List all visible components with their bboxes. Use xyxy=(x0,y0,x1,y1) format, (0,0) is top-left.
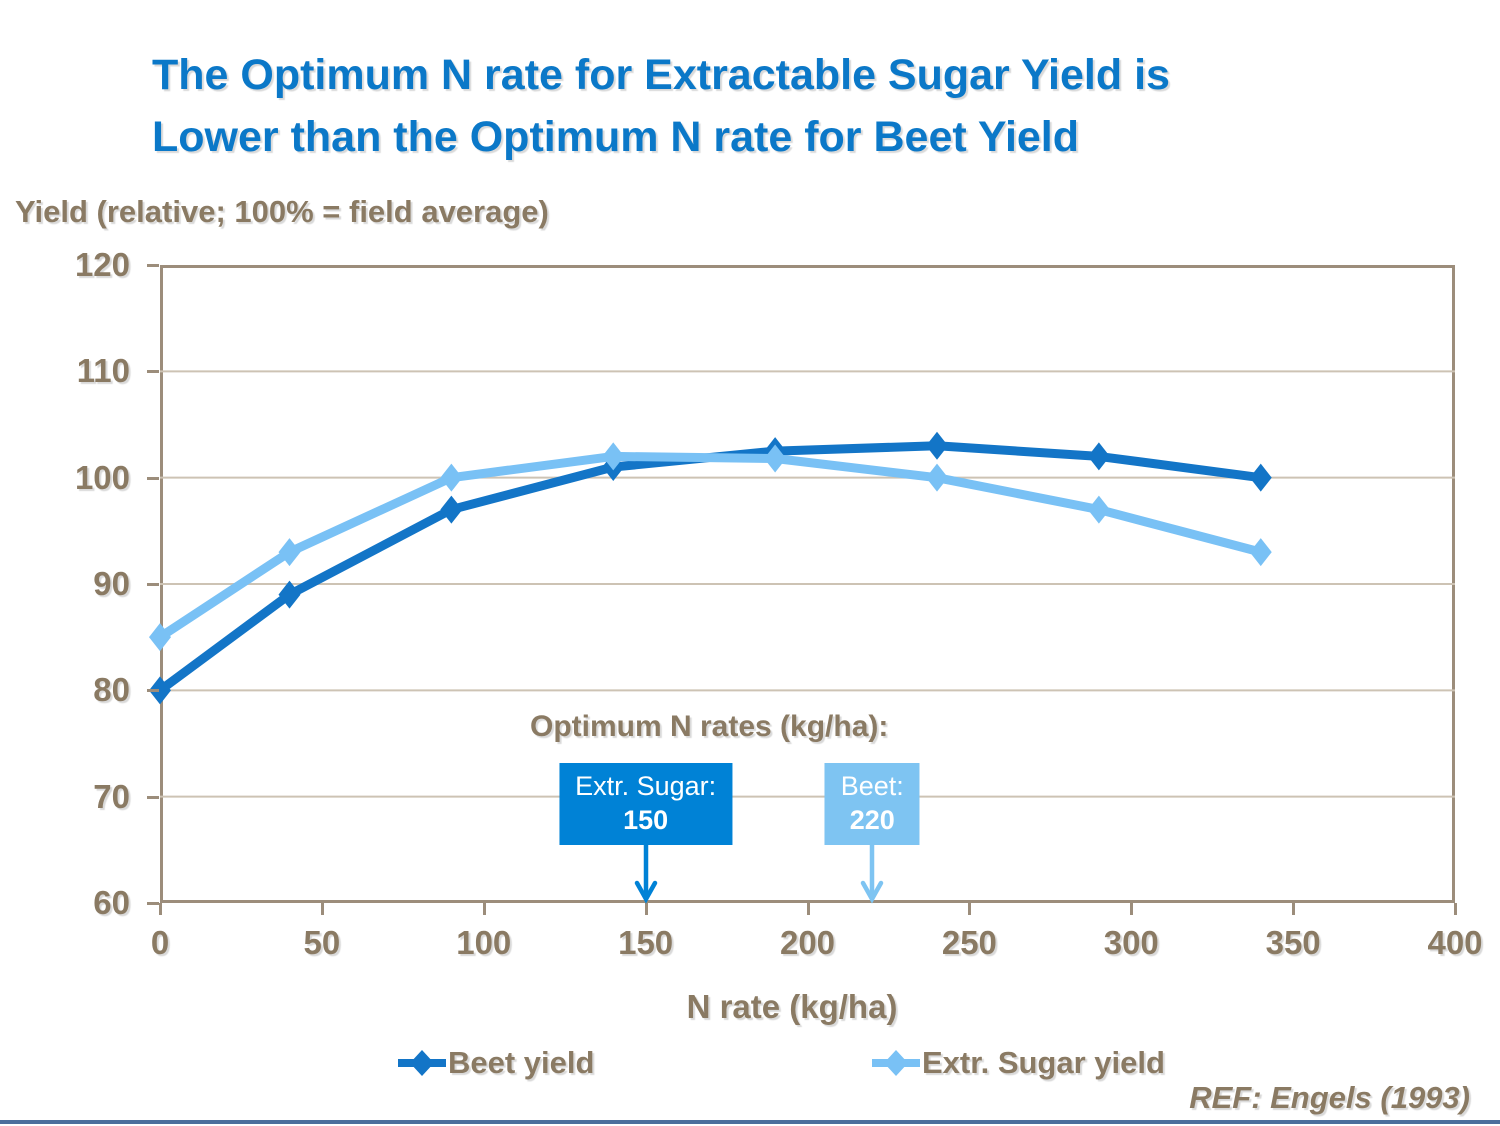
y-tick-label: 120 xyxy=(74,246,130,283)
x-tick-label: 200 xyxy=(779,924,836,961)
x-tick-label: 50 xyxy=(303,924,341,961)
y-tick-label: 70 xyxy=(93,777,130,815)
beet-yield-legend-marker-icon xyxy=(398,1048,446,1078)
extr-sugar-yield-legend-marker-icon xyxy=(872,1048,920,1078)
x-tick-mark xyxy=(968,903,972,915)
series-line xyxy=(155,451,1266,642)
down-arrow-icon xyxy=(861,843,884,904)
x-tick-mark xyxy=(320,903,324,915)
optimum-n-box-value: 150 xyxy=(623,805,669,835)
y-tick-mark xyxy=(147,795,159,799)
data-point-marker xyxy=(440,495,463,524)
data-point-marker xyxy=(602,442,625,471)
x-tick-label: 250 xyxy=(941,924,997,961)
plot-area xyxy=(149,265,1455,903)
x-tick-label: 0 xyxy=(150,924,170,961)
x-tick-label: 150 xyxy=(618,924,674,961)
x-tick-mark xyxy=(159,903,162,915)
data-point-marker xyxy=(278,538,301,567)
x-tick-mark xyxy=(1292,903,1296,915)
y-tick-mark xyxy=(147,264,159,267)
legend-item-beet-yield: Beet yield xyxy=(398,1044,594,1082)
x-tick-label: 100 xyxy=(456,924,512,961)
y-tick-mark xyxy=(147,370,159,374)
x-tick-label: 350 xyxy=(1265,924,1321,961)
data-point-marker xyxy=(149,676,171,705)
y-tick-label: 90 xyxy=(93,565,130,602)
x-tick-label: 400 xyxy=(1427,924,1483,961)
x-tick-mark xyxy=(1454,903,1457,915)
x-tick-mark xyxy=(1130,903,1134,915)
y-tick-mark xyxy=(147,476,159,480)
y-axis-title: Yield (relative; 100% = field average) xyxy=(15,194,549,229)
optimum-n-box-label: Extr. Sugar: xyxy=(575,771,717,801)
data-point-marker xyxy=(440,463,463,492)
data-point-marker xyxy=(1087,495,1110,524)
y-tick-mark xyxy=(147,583,159,586)
chart-series-svg xyxy=(149,370,1455,798)
optimum-n-box-value: 220 xyxy=(849,805,895,835)
series-line xyxy=(155,441,1266,695)
reference-citation: REF: Engels (1993) xyxy=(1189,1080,1470,1115)
y-tick-label: 60 xyxy=(93,884,130,921)
slide-title-line1: The Optimum N rate for Extractable Sugar… xyxy=(152,51,1170,99)
data-point-marker xyxy=(149,623,171,652)
x-tick-mark xyxy=(644,903,648,915)
annotation-heading: Optimum N rates (kg/ha): xyxy=(530,710,889,743)
legend-label-beet-yield: Beet yield xyxy=(448,1045,595,1080)
data-point-marker xyxy=(1087,442,1110,471)
x-tick-label: 300 xyxy=(1103,924,1159,961)
x-tick-mark xyxy=(482,903,486,915)
data-point-marker xyxy=(278,580,301,609)
y-tick-label: 110 xyxy=(76,352,130,390)
x-axis-title: N rate (kg/ha) xyxy=(686,988,898,1025)
optimum-n-box-label: Beet: xyxy=(840,771,904,801)
y-tick-mark xyxy=(147,902,159,905)
legend-item-extr-sugar-yield: Extr. Sugar yield xyxy=(872,1044,1165,1082)
down-arrow-icon xyxy=(634,843,657,904)
optimum-n-box: Extr. Sugar: 150 xyxy=(559,763,733,845)
x-tick-mark xyxy=(806,903,810,915)
slide-title-line2: Lower than the Optimum N rate for Beet Y… xyxy=(152,113,1080,161)
data-point-marker xyxy=(764,444,787,473)
legend-label-extr-sugar-yield: Extr. Sugar yield xyxy=(922,1045,1165,1080)
optimum-n-box: Beet: 220 xyxy=(824,763,920,845)
data-point-marker xyxy=(1249,538,1272,567)
y-tick-label: 100 xyxy=(74,458,130,496)
y-tick-label: 80 xyxy=(93,671,130,709)
data-point-marker xyxy=(926,463,948,492)
y-tick-mark xyxy=(147,689,159,693)
data-point-marker xyxy=(1249,463,1272,492)
data-point-marker xyxy=(926,431,948,460)
slide-title: The Optimum N rate for Extractable Sugar… xyxy=(152,44,1170,168)
bottom-accent-bar xyxy=(0,1120,1500,1124)
